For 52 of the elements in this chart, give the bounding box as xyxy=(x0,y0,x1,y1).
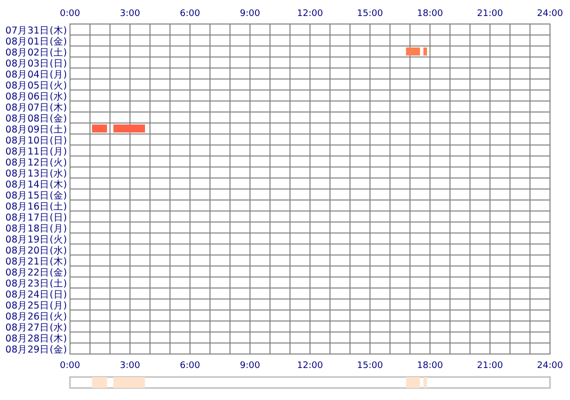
y-tick-label: 08月17日(日) xyxy=(5,212,67,224)
x2-tick-label: 9:00 xyxy=(240,9,260,19)
x-tick-label: 24:00 xyxy=(537,361,564,371)
y-tick-label: 08月23日(土) xyxy=(5,278,67,290)
x2-tick-label: 18:00 xyxy=(417,9,444,19)
y-tick-label: 08月03日(日) xyxy=(5,58,67,70)
y-tick-label: 08月14日(木) xyxy=(5,178,67,190)
y-tick-label: 08月02日(土) xyxy=(5,46,67,58)
y-tick-label: 08月18日(月) xyxy=(5,224,67,234)
bar xyxy=(113,377,145,388)
y-tick-label: 08月16日(土) xyxy=(5,200,67,212)
y-tick-label: 08月10日(日) xyxy=(5,136,67,146)
x-tick-label: 15:00 xyxy=(357,361,384,371)
x-tick-label: 21:00 xyxy=(477,361,504,371)
x2-tick-label: 12:00 xyxy=(297,9,324,19)
y-tick-label: 08月11日(月) xyxy=(5,146,67,158)
bar xyxy=(92,377,107,388)
y-tick-label: 08月05日(火) xyxy=(5,80,67,92)
y-tick-label: 08月09日(土) xyxy=(5,124,67,136)
y-tick-label: 08月22日(金) xyxy=(5,266,67,278)
y-tick-label: 08月20日(水) xyxy=(5,244,67,256)
x-tick-label: 12:00 xyxy=(297,361,324,371)
y-tick-label: 08月26日(火) xyxy=(5,310,67,322)
x2-tick-label: 3:00 xyxy=(120,9,140,19)
x-tick-label: 0:00 xyxy=(60,361,80,371)
y-tick-label: 08月07日(木) xyxy=(5,102,67,114)
x2-tick-label: 21:00 xyxy=(477,9,504,19)
x-tick-label: 18:00 xyxy=(417,361,444,371)
bar xyxy=(423,377,427,388)
bar xyxy=(406,377,420,388)
y-tick-label: 08月08日(金) xyxy=(5,112,67,124)
x2-tick-label: 24:00 xyxy=(537,9,564,19)
y-tick-label: 08月12日(火) xyxy=(5,156,67,168)
y-tick-label: 08月28日(木) xyxy=(5,332,67,344)
x2-tick-label: 15:00 xyxy=(357,9,384,19)
y-tick-label: 07月31日(木) xyxy=(5,24,67,36)
y-tick-label: 08月01日(金) xyxy=(5,36,67,48)
x-tick-label: 6:00 xyxy=(180,361,200,371)
y-tick-label: 08月27日(水) xyxy=(5,322,67,334)
y-tick-label: 08月15日(金) xyxy=(5,190,67,202)
y-tick-label: 08月04日(月) xyxy=(5,70,67,80)
y-tick-label: 08月19日(火) xyxy=(5,234,67,246)
y-tick-label: 08月21日(木) xyxy=(5,256,67,268)
x2-tick-label: 0:00 xyxy=(60,9,80,19)
x-tick-label: 9:00 xyxy=(240,361,260,371)
y-tick-label: 08月13日(水) xyxy=(5,168,67,180)
y-tick-label: 08月24日(日) xyxy=(5,290,67,300)
y-tick-label: 08月25日(月) xyxy=(5,300,67,312)
x2-tick-label: 6:00 xyxy=(180,9,200,19)
y-tick-label: 08月29日(金) xyxy=(5,344,67,356)
x-tick-label: 3:00 xyxy=(120,361,140,371)
y-tick-label: 08月06日(水) xyxy=(5,90,67,102)
